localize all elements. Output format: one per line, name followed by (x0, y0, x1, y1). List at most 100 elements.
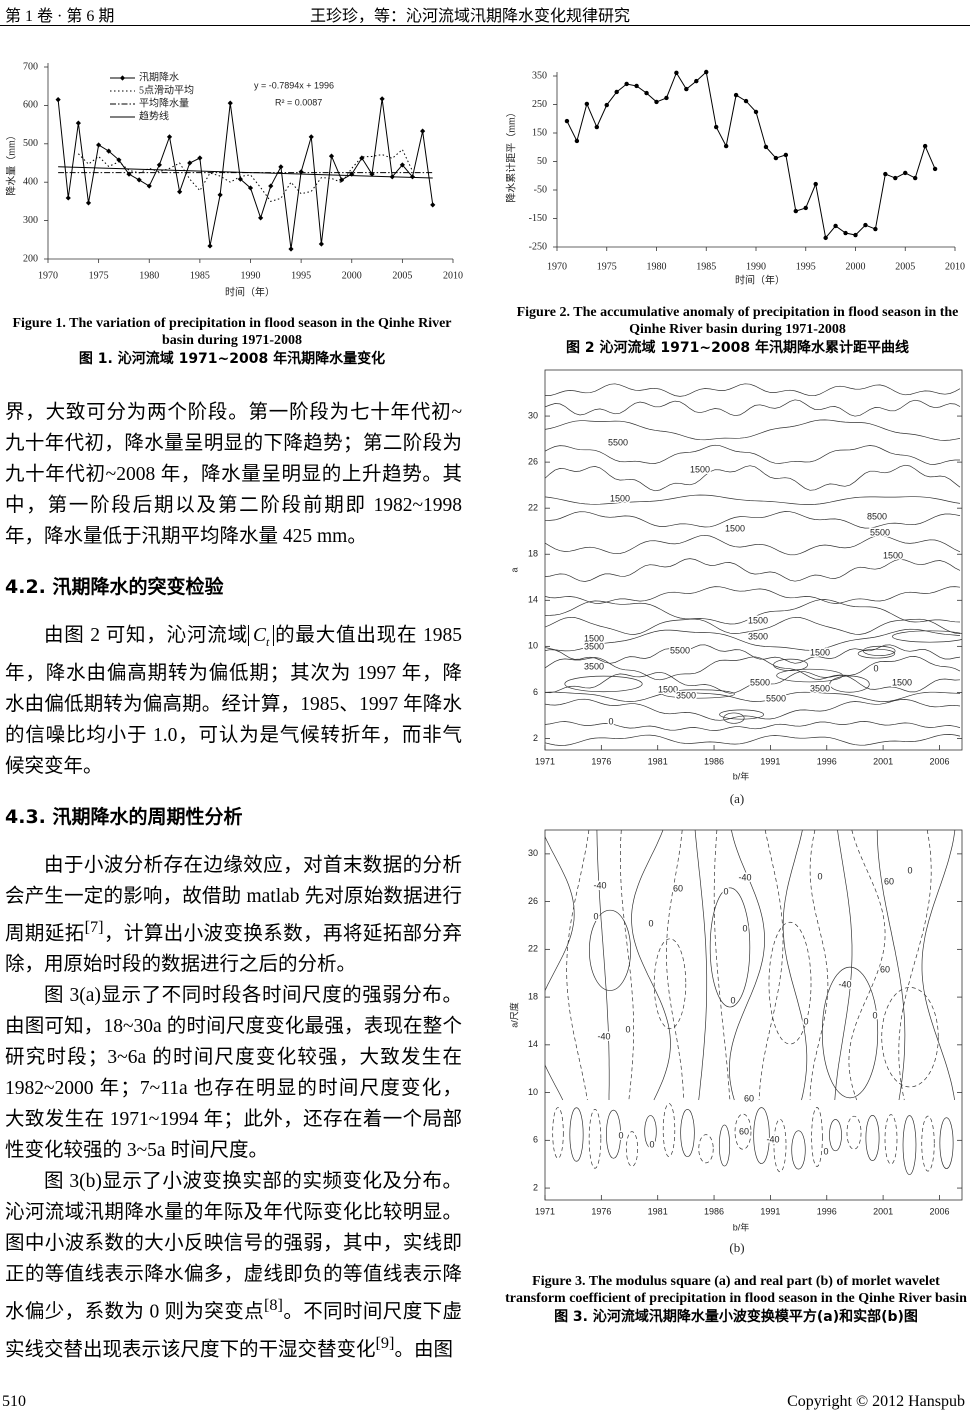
contour-line (545, 835, 575, 1101)
x-tick-label: 1976 (591, 1206, 611, 1216)
point (247, 185, 254, 191)
point (308, 134, 314, 140)
contour-label: 1500 (883, 550, 903, 560)
caption: Figure 1. The variation of precipitation… (12, 315, 452, 369)
point (379, 96, 385, 102)
y-tick-label: 500 (23, 138, 38, 149)
math-symbol: C (252, 625, 266, 646)
contour-loop (709, 887, 751, 1008)
x-tick-label: 2005 (392, 270, 412, 281)
header-rule (0, 25, 970, 26)
contour-loop (776, 668, 843, 683)
text: 的最大值出现在 1985 年，降水由偏高期转为偏低期；其次为 1997 年，降水… (5, 625, 462, 777)
y-axis-label: 降水累计距平（mm） (504, 107, 517, 203)
paragraph: 界，大致可分为两个阶段。第一阶段为七十年代初~九十年代初，降水量呈明显的下降趋势… (5, 397, 462, 552)
x-tick-label: 1995 (796, 261, 816, 272)
contour-label: 5500 (608, 437, 628, 447)
contour-loop (902, 1115, 917, 1175)
contour-line (758, 830, 784, 1101)
contour-line (620, 830, 634, 1101)
point (644, 90, 649, 96)
x-tick-label: 1985 (696, 261, 716, 272)
point (753, 109, 759, 115)
point (714, 124, 719, 130)
contour-line (545, 383, 961, 397)
copyright: Copyright © 2012 Hanspub (787, 1393, 965, 1410)
text: 。由图 (394, 1339, 453, 1361)
contour-line (834, 830, 853, 1101)
contour-loop (791, 1130, 806, 1170)
x-tick-label: 1985 (190, 270, 210, 281)
y-tick-label: 2 (533, 733, 538, 743)
header-left: 第 1 卷 · 第 6 期 (5, 8, 115, 25)
point (614, 89, 619, 95)
caption-zh: 图 2 沁河流域 1971~2008 年汛期降水累计距平曲线 (566, 340, 909, 356)
trend-line (58, 166, 433, 179)
y-axis-label: a (509, 567, 519, 572)
x-tick-label: 2000 (342, 270, 362, 281)
contour-line (545, 464, 961, 492)
contour-label: 1500 (725, 523, 745, 533)
x-tick-label: 2006 (929, 1206, 949, 1216)
contour-label: 0 (649, 1139, 654, 1149)
contour-label: 5500 (670, 645, 690, 655)
contour-line (545, 616, 961, 635)
point (654, 99, 659, 105)
contour-line (545, 698, 961, 721)
contour-label: 0 (873, 663, 878, 673)
contour-loop (939, 1117, 954, 1169)
point (823, 235, 828, 241)
contour-label: 0 (872, 1010, 877, 1020)
x-tick-label: 1991 (760, 1206, 780, 1216)
contour-line (545, 586, 961, 604)
y-tick-label: 10 (528, 641, 538, 651)
contour-loop (653, 938, 687, 1030)
x-tick-label: 1986 (704, 756, 724, 766)
series-line (57, 98, 434, 250)
text: 图 3(b)显示了小波变换实部的实频变化及分布。沁河流域汛期降水量的年际及年代际… (5, 1171, 462, 1323)
x-tick-label: 1990 (241, 270, 261, 281)
point (813, 181, 818, 187)
y-tick-label: 18 (528, 991, 538, 1001)
x-axis-label: b/年 (733, 1221, 750, 1232)
caption-zh: 图 3. 沁河流域汛期降水量小波变换模平方(a)和实部(b)图 (554, 1309, 918, 1325)
contour-label: 3500 (810, 683, 830, 693)
contour-line (596, 830, 610, 1100)
contour-label: 1500 (658, 684, 678, 694)
x-tick-label: 2006 (929, 756, 949, 766)
point (773, 155, 779, 161)
x-tick-label: 1976 (591, 756, 611, 766)
point (733, 92, 739, 98)
point (399, 162, 405, 168)
contour-loop (606, 1109, 621, 1159)
y-tick-label: 14 (528, 595, 538, 605)
paragraph: 图 3(a)显示了不同时段各时间尺度的强弱分布。由图可知，18~30a 的时间尺… (5, 980, 462, 1166)
contour-loop (564, 675, 643, 693)
point (793, 208, 798, 214)
point (156, 162, 162, 168)
point (604, 102, 609, 108)
contour-label: 3500 (676, 690, 696, 700)
x-tick-label: 2010 (443, 270, 463, 281)
point (136, 177, 142, 183)
header-title: 王珍珍，等：沁河流域汛期降水变化规律研究 (310, 8, 631, 25)
caption: Figure 2. The accumulative anomaly of pr… (510, 304, 965, 358)
contour-loop (680, 1109, 695, 1158)
caption-en: Figure 1. The variation of precipitation… (12, 316, 452, 348)
point (197, 155, 203, 161)
text: 图 3(a)显示了不同时段各时间尺度的强弱分布。由图可知，18~30a 的时间尺… (5, 985, 462, 1162)
contour-loop (829, 675, 870, 693)
point (217, 192, 223, 198)
point (75, 120, 81, 126)
text: 。不同时间尺度下虚实线交替出现表示该尺度下的干湿交替变化 (5, 1301, 462, 1361)
contour-line (876, 830, 906, 1101)
contour-line (921, 830, 956, 1101)
y-tick-label: -150 (529, 213, 547, 224)
contour-line (666, 830, 684, 1101)
contour-loop (644, 1115, 657, 1148)
contour-label: 0 (625, 1024, 630, 1034)
contour-label: 3500 (748, 631, 768, 641)
y-tick-label: 30 (528, 848, 538, 858)
point (803, 205, 808, 211)
contour-label: 0 (593, 911, 598, 921)
